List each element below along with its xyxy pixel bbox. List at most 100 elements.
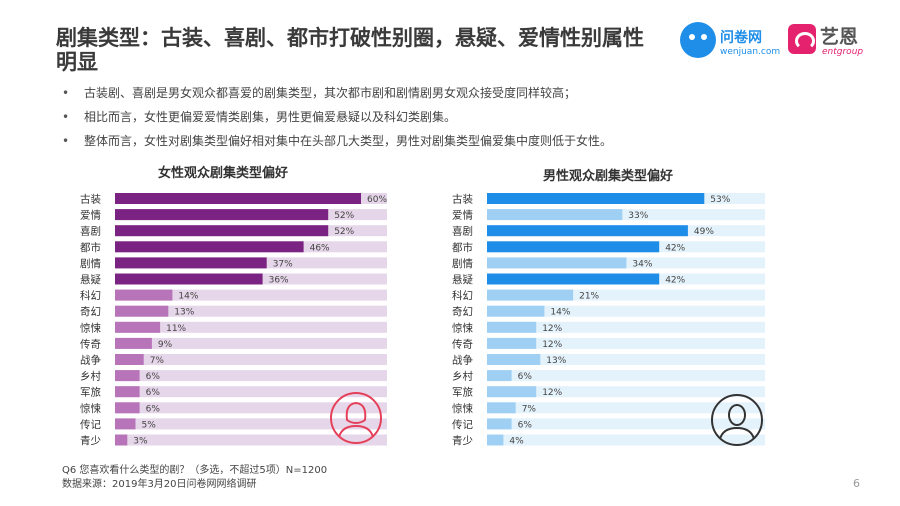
survey-question: Q6 您喜欢看什么类型的剧？（多选，不超过5项）N=1200 [62, 465, 328, 476]
male-value-label: 12% [542, 324, 562, 334]
female-category-label: 都市 [80, 241, 101, 254]
male-bar [487, 418, 512, 430]
male-category-label: 科幻 [452, 289, 473, 302]
female-category-label: 惊悚 [80, 402, 101, 415]
male-bar-track [487, 354, 765, 365]
female-bar [115, 402, 140, 414]
male-category-label: 青少 [452, 434, 473, 447]
male-bar-track [487, 370, 765, 382]
female-bar-track [115, 370, 387, 382]
female-bar [115, 321, 161, 333]
female-bar-track [115, 305, 387, 317]
male-bar [487, 434, 504, 446]
male-category-label: 都市 [452, 241, 473, 254]
female-category-label: 军旅 [80, 386, 101, 399]
wenjuan-logo-name: 问卷网 [720, 30, 762, 46]
female-value-label: 13% [174, 308, 194, 318]
male-bar [487, 257, 627, 269]
male-user-icon-body [719, 426, 755, 440]
male-value-label: 21% [579, 292, 599, 302]
female-bar [115, 209, 329, 221]
male-value-label: 34% [632, 259, 652, 269]
slide-title: 剧集类型：古装、喜剧、都市打破性别圈，悬疑、爱情性别属性明显 [56, 26, 644, 74]
male-bar-track [487, 305, 765, 317]
female-value-label: 52% [334, 211, 354, 221]
male-category-label: 奇幻 [452, 305, 473, 318]
male-value-label: 12% [542, 388, 562, 398]
female-value-label: 9% [158, 340, 173, 350]
female-bar-track [115, 321, 387, 333]
wenjuan-logo: 问卷网 wenjuan.com [680, 22, 780, 62]
wenjuan-logo-icon [680, 22, 716, 58]
footer: Q6 您喜欢看什么类型的剧？（多选，不超过5项）N=1200 数据来源：2019… [62, 464, 327, 492]
entgroup-logo-icon [788, 24, 816, 54]
female-value-label: 6% [146, 372, 161, 382]
female-value-label: 60% [367, 195, 387, 205]
female-value-label: 5% [142, 420, 157, 430]
female-category-label: 古装 [80, 193, 101, 206]
female-category-label: 喜剧 [80, 225, 101, 238]
entgroup-logo: 艺恩 entgroup [788, 22, 878, 62]
male-bar [487, 209, 623, 221]
male-value-label: 33% [628, 211, 648, 221]
bullet-item: 古装剧、喜剧是男女观众都喜爱的剧集类型，其次都市剧和剧情剧男女观众接受度同样较高… [60, 86, 840, 110]
bullet-item: 整体而言，女性对剧集类型偏好相对集中在头部几大类型，男性对剧集类型偏爱集中度则低… [60, 134, 840, 158]
male-bar [487, 193, 705, 204]
male-value-label: 4% [509, 437, 524, 447]
female-category-label: 乡村 [80, 370, 101, 383]
female-category-label: 战争 [80, 354, 101, 367]
male-bar [487, 289, 574, 301]
male-bar [487, 337, 537, 349]
male-category-label: 惊悚 [452, 321, 473, 334]
female-value-label: 52% [334, 227, 354, 237]
male-value-label: 53% [710, 195, 730, 205]
male-value-label: 6% [518, 420, 533, 430]
male-category-label: 传奇 [452, 337, 473, 350]
male-value-label: 7% [522, 404, 537, 414]
female-category-label: 奇幻 [80, 305, 101, 318]
female-chart-title: 女性观众剧集类型偏好 [158, 166, 289, 181]
female-bar [115, 354, 144, 365]
female-value-label: 46% [310, 243, 330, 253]
male-category-label: 爱情 [452, 209, 473, 222]
male-value-label: 12% [542, 340, 562, 350]
bullet-list: 古装剧、喜剧是男女观众都喜爱的剧集类型，其次都市剧和剧情剧男女观众接受度同样较高… [60, 86, 840, 158]
page-number: 6 [853, 477, 860, 490]
female-user-icon [330, 392, 382, 444]
male-value-label: 42% [665, 243, 685, 253]
female-category-label: 爱情 [80, 209, 101, 222]
male-category-label: 喜剧 [452, 225, 473, 238]
male-bar-track [487, 209, 765, 221]
male-value-label: 13% [546, 356, 566, 366]
female-category-label: 传奇 [80, 337, 101, 350]
male-bar [487, 241, 660, 253]
male-bar-track [487, 402, 765, 414]
female-bar-track [115, 289, 387, 301]
female-bar-track [115, 386, 387, 398]
female-bar-track [115, 337, 387, 349]
female-bar [115, 241, 304, 253]
female-bar-track [115, 418, 387, 430]
male-bar [487, 225, 688, 237]
female-bar [115, 273, 263, 285]
male-value-label: 49% [694, 227, 714, 237]
female-value-label: 6% [146, 388, 161, 398]
female-bar [115, 305, 169, 317]
male-category-label: 传记 [452, 419, 473, 431]
female-value-label: 37% [273, 259, 293, 269]
male-value-label: 14% [550, 308, 570, 318]
female-bar [115, 289, 173, 301]
female-category-label: 惊悚 [80, 321, 101, 334]
male-bar [487, 321, 537, 333]
female-user-icon-body [338, 424, 374, 438]
male-user-icon-head [728, 404, 746, 426]
female-category-label: 传记 [80, 419, 101, 431]
female-bar [115, 386, 140, 398]
male-bar-track [487, 289, 765, 301]
male-category-label: 战争 [452, 354, 473, 367]
female-value-label: 3% [133, 437, 148, 447]
female-bar [115, 225, 329, 237]
male-chart-title: 男性观众剧集类型偏好 [543, 169, 674, 184]
female-category-label: 剧情 [80, 257, 101, 270]
